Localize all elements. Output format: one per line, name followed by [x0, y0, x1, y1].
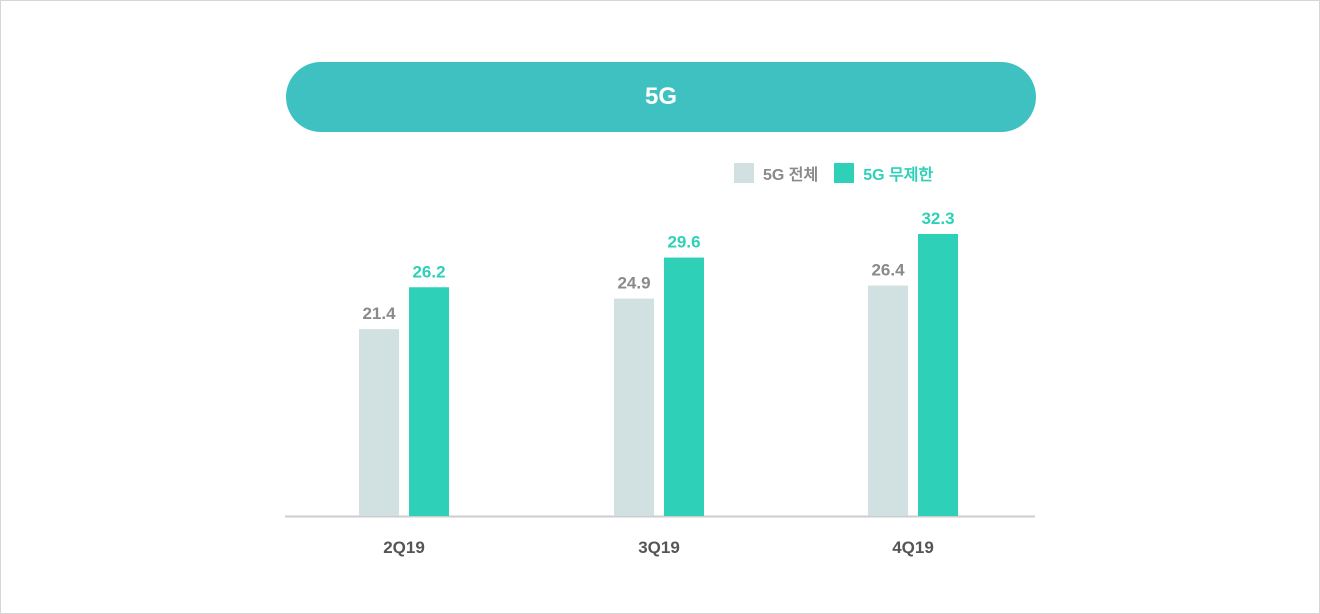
bar-total-3Q19: [614, 298, 654, 516]
legend-swatch-unlimited: [834, 163, 855, 183]
bar-unlimited-3Q19: [664, 257, 704, 516]
data-label-total-2Q19: 21.4: [362, 304, 396, 323]
data-label-unlimited-4Q19: 32.3: [921, 209, 954, 228]
legend: 5G 전체 5G 무제한: [734, 161, 949, 185]
category-label-3Q19: 3Q19: [638, 538, 680, 557]
legend-item-unlimited: 5G 무제한: [834, 161, 933, 185]
data-label-unlimited-2Q19: 26.2: [412, 262, 445, 281]
data-label-total-3Q19: 24.9: [617, 274, 650, 293]
category-label-2Q19: 2Q19: [383, 538, 425, 557]
chart-title: 5G: [286, 62, 1036, 132]
data-label-total-4Q19: 26.4: [871, 261, 905, 280]
bar-total-4Q19: [868, 285, 908, 516]
category-label-4Q19: 4Q19: [892, 538, 934, 557]
legend-item-total: 5G 전체: [734, 161, 818, 185]
bar-total-2Q19: [359, 329, 399, 516]
legend-swatch-total: [734, 163, 754, 183]
legend-label-unlimited: 5G 무제한: [863, 167, 934, 184]
legend-label-total: 5G 전체: [763, 167, 819, 184]
bar-unlimited-4Q19: [918, 234, 958, 516]
data-label-unlimited-3Q19: 29.6: [667, 233, 700, 252]
bar-unlimited-2Q19: [409, 287, 449, 516]
